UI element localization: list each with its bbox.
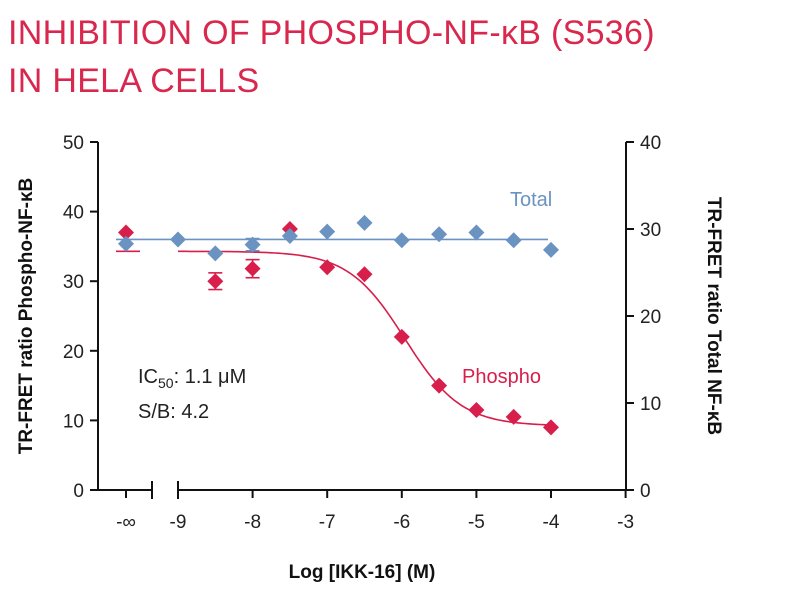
total-point [281, 227, 298, 244]
x-axis-title: Log [IKK-16] (M) [289, 562, 436, 583]
phospho-fit-curve [178, 250, 548, 426]
total-point [356, 214, 373, 231]
data-points [118, 214, 559, 436]
total-point [393, 232, 410, 249]
series-label-phospho: Phospho [462, 366, 541, 388]
phospho-point [505, 408, 522, 425]
y-left-tick-label: 20 [63, 342, 84, 363]
total-point [244, 236, 261, 253]
phospho-point [356, 266, 373, 283]
x-tick-label: -8 [244, 512, 261, 533]
axes: 0 10 20 30 40 50 0 10 20 30 40 -∞ -9 -8 -7 -6 -5 -4 -3 [63, 133, 661, 533]
phospho-point [244, 260, 261, 277]
y-right-tick-label: 10 [640, 394, 661, 415]
phospho-point [431, 377, 448, 394]
x-tick-label: -9 [170, 512, 187, 533]
x-tick-label: -6 [393, 512, 410, 533]
total-point [543, 241, 559, 258]
chart-title-line-2: IN HELA CELLS [8, 62, 260, 100]
total-point [207, 245, 224, 262]
total-point [505, 232, 522, 249]
phospho-point [393, 328, 410, 345]
x-tick-label: -4 [543, 512, 560, 533]
y-right-tick-label: 40 [640, 133, 661, 154]
sb-annotation: S/B: 4.2 [138, 401, 209, 423]
x-tick-label: -7 [319, 512, 336, 533]
x-tick-label: -5 [468, 512, 485, 533]
phospho-point [118, 224, 134, 241]
ic50-annotation: IC50: 1.1 μM [138, 366, 246, 391]
phospho-point [319, 259, 336, 276]
y-axis-title-left: TR-FRET ratio Phospho-NF-κB [16, 178, 37, 455]
total-point [170, 231, 186, 248]
phospho-point [207, 273, 224, 290]
y-left-tick-label: 50 [63, 133, 84, 154]
y-left-tick-label: 10 [63, 411, 84, 432]
total-point [118, 235, 134, 252]
chart-labels: Log [IKK-16] (M) TR-FRET ratio Phospho-NF… [16, 178, 724, 583]
total-point [431, 226, 448, 243]
x-tick-label: -∞ [116, 512, 136, 533]
y-left-tick-label: 40 [63, 203, 84, 224]
y-right-tick-label: 0 [640, 481, 651, 502]
y-right-tick-label: 30 [640, 220, 661, 241]
phospho-point [468, 401, 485, 418]
y-left-tick-label: 0 [73, 481, 84, 502]
chart-title-line-1: INHIBITION OF PHOSPHO-NF-κB (S536) [8, 14, 655, 52]
y-right-tick-label: 20 [640, 307, 661, 328]
y-axis-title-right: TR-FRET ratio Total NF-κB [703, 197, 724, 435]
x-tick-label: -3 [617, 512, 634, 533]
total-point [319, 223, 336, 240]
phospho-point [543, 419, 559, 436]
series-label-total: Total [510, 189, 552, 211]
y-left-tick-label: 30 [63, 272, 84, 293]
total-point [468, 224, 485, 241]
